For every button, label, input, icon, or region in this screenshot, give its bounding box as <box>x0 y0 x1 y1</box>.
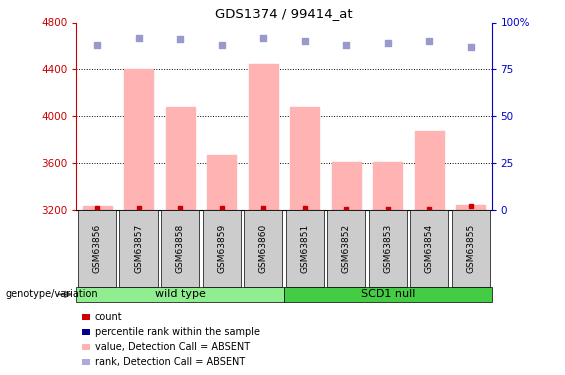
Point <box>217 205 226 211</box>
Text: GSM63860: GSM63860 <box>259 224 268 273</box>
Point <box>383 206 392 212</box>
Point <box>93 42 102 48</box>
Text: GSM63855: GSM63855 <box>466 224 475 273</box>
Point <box>93 205 102 211</box>
Point <box>425 38 434 44</box>
Bar <box>415 132 444 210</box>
Text: GSM63851: GSM63851 <box>300 224 309 273</box>
Title: GDS1374 / 99414_at: GDS1374 / 99414_at <box>215 7 353 20</box>
Bar <box>124 69 153 210</box>
Text: percentile rank within the sample: percentile rank within the sample <box>94 327 259 337</box>
Text: SCD1 null: SCD1 null <box>360 290 415 299</box>
Text: GSM63857: GSM63857 <box>134 224 143 273</box>
Point <box>383 40 392 46</box>
Point <box>176 205 185 211</box>
Point <box>134 205 143 211</box>
Text: GSM63858: GSM63858 <box>176 224 185 273</box>
Text: GSM63853: GSM63853 <box>383 224 392 273</box>
Text: wild type: wild type <box>155 290 206 299</box>
Bar <box>207 155 236 210</box>
Point <box>176 36 185 42</box>
Text: GSM63856: GSM63856 <box>93 224 102 273</box>
Text: GSM63859: GSM63859 <box>217 224 226 273</box>
Point <box>425 206 434 212</box>
Point <box>342 42 351 48</box>
Point <box>134 34 143 40</box>
Point <box>300 38 309 44</box>
Text: genotype/variation: genotype/variation <box>6 290 98 299</box>
Text: rank, Detection Call = ABSENT: rank, Detection Call = ABSENT <box>94 357 245 367</box>
Point <box>217 42 226 48</box>
Bar <box>82 207 111 210</box>
Bar <box>457 206 485 210</box>
Bar <box>249 63 277 210</box>
Point <box>466 44 475 50</box>
Point <box>259 205 268 211</box>
Text: count: count <box>94 312 122 322</box>
Text: GSM63854: GSM63854 <box>425 224 434 273</box>
Text: GSM63852: GSM63852 <box>342 224 351 273</box>
Bar <box>373 162 402 210</box>
Bar <box>166 107 194 210</box>
Bar <box>332 162 360 210</box>
Bar <box>290 107 319 210</box>
Point <box>466 204 475 210</box>
Point <box>300 205 309 211</box>
Point <box>342 206 351 212</box>
Point <box>259 34 268 40</box>
Text: value, Detection Call = ABSENT: value, Detection Call = ABSENT <box>94 342 250 352</box>
